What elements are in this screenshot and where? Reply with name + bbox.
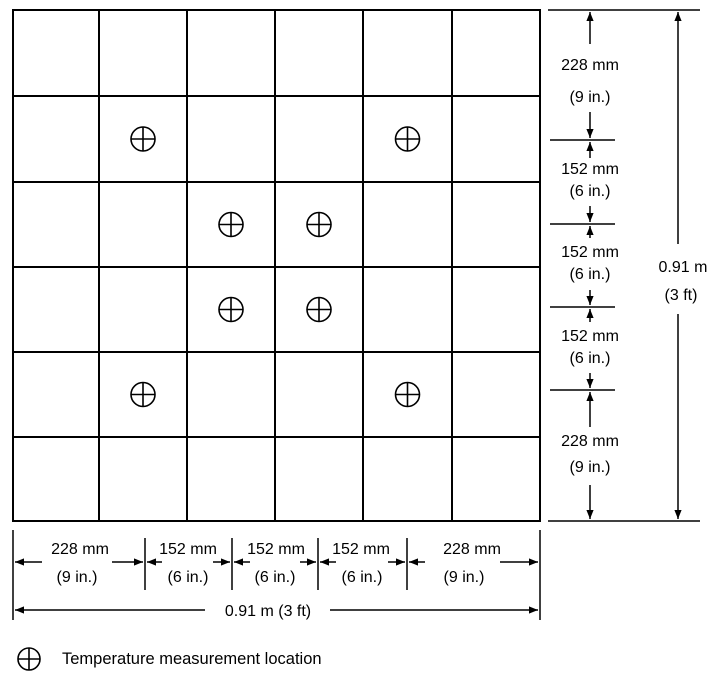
measurement-points bbox=[130, 126, 421, 408]
temperature-point-icon bbox=[306, 211, 332, 238]
grid-border bbox=[12, 9, 541, 522]
horizontal-dimension-labels: 228 mm (9 in.) 152 mm (6 in.) 152 mm (6 … bbox=[51, 541, 501, 586]
hdim-1-mm: 228 mm bbox=[51, 541, 109, 558]
vdim-5-mm: 228 mm bbox=[561, 433, 619, 450]
hdim-3-mm: 152 mm bbox=[247, 541, 305, 558]
hdim-2-in: (6 in.) bbox=[168, 569, 209, 586]
hdim-1-in: (9 in.) bbox=[57, 569, 98, 586]
hdim-5-mm: 228 mm bbox=[443, 541, 501, 558]
hdim-5-in: (9 in.) bbox=[444, 569, 485, 586]
legend: Temperature measurement location bbox=[16, 646, 322, 672]
legend-label: Temperature measurement location bbox=[62, 649, 322, 668]
crosshair-circle-icon bbox=[17, 647, 41, 671]
vertical-dimensions bbox=[548, 9, 700, 522]
hdim-2-mm: 152 mm bbox=[159, 541, 217, 558]
overall-height-dimension: 0.91 m (3 ft) bbox=[659, 12, 708, 519]
grid bbox=[12, 9, 541, 522]
overall-width-label: 0.91 m (3 ft) bbox=[225, 603, 311, 620]
temperature-point-icon bbox=[306, 296, 332, 323]
horizontal-dimensions bbox=[12, 530, 541, 620]
vdim-2-in: (6 in.) bbox=[570, 183, 611, 200]
hdim-3-in: (6 in.) bbox=[255, 569, 296, 586]
overall-height-imperial: (3 ft) bbox=[665, 287, 698, 304]
hdim-4-in: (6 in.) bbox=[342, 569, 383, 586]
temperature-point-icon bbox=[394, 381, 421, 408]
vdim-1-in: (9 in.) bbox=[570, 89, 611, 106]
vdim-5-in: (9 in.) bbox=[570, 459, 611, 476]
vdim-4-in: (6 in.) bbox=[570, 350, 611, 367]
vdim-2-mm: 152 mm bbox=[561, 161, 619, 178]
temperature-point-icon bbox=[218, 211, 244, 238]
temperature-point-icon bbox=[394, 126, 421, 152]
vdim-4-mm: 152 mm bbox=[561, 328, 619, 345]
overall-height-metric: 0.91 m bbox=[659, 259, 708, 276]
vdim-3-in: (6 in.) bbox=[570, 266, 611, 283]
vdim-3-mm: 152 mm bbox=[561, 244, 619, 261]
vdim-1-mm: 228 mm bbox=[561, 57, 619, 74]
temperature-point-icon bbox=[130, 126, 156, 152]
overall-width-dimension: 0.91 m (3 ft) bbox=[15, 603, 538, 620]
temperature-point-icon bbox=[130, 381, 156, 408]
temperature-point-icon bbox=[218, 296, 244, 323]
vertical-dimension-labels: 228 mm (9 in.) 152 mm (6 in.) 152 mm (6 … bbox=[561, 57, 619, 476]
hdim-4-mm: 152 mm bbox=[332, 541, 390, 558]
